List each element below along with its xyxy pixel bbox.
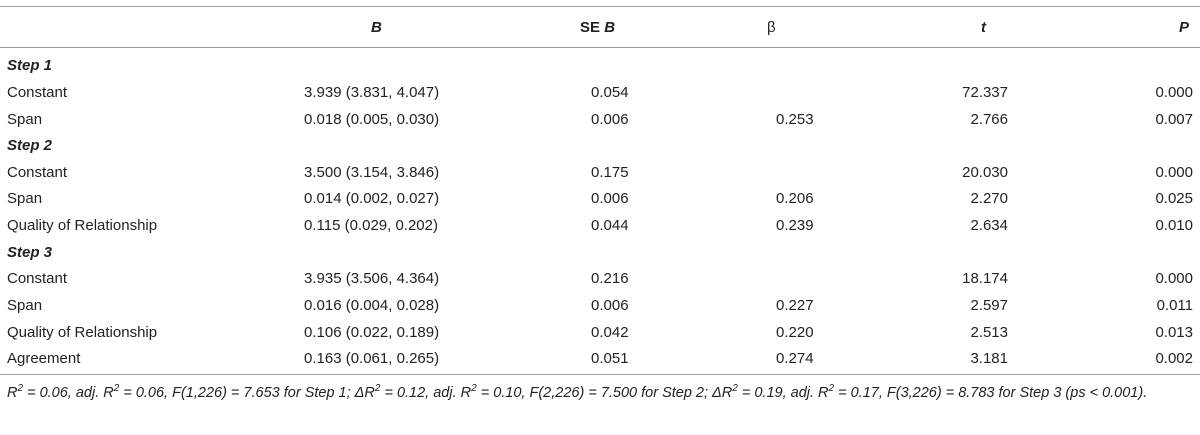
cell-beta: 0.206 bbox=[776, 190, 814, 207]
cell-b: 3.935 (3.506, 4.364) bbox=[304, 270, 440, 287]
row-label: Quality of Relationship bbox=[7, 217, 158, 234]
cell-p: 0.013 bbox=[1155, 324, 1193, 341]
step-label: Step 1 bbox=[7, 57, 53, 74]
cell-b: 0.115 (0.029, 0.202) bbox=[304, 217, 438, 234]
cell-se: 0.054 bbox=[591, 84, 629, 101]
table-row: Span 0.018 (0.005, 0.030) 0.006 0.253 2.… bbox=[0, 107, 1200, 133]
cell-se: 0.006 bbox=[591, 190, 629, 207]
column-header-se-b: SE B bbox=[580, 19, 616, 36]
cell-p: 0.011 bbox=[1156, 297, 1193, 314]
cell-p: 0.010 bbox=[1155, 217, 1193, 234]
cell-b: 3.939 (3.831, 4.047) bbox=[304, 84, 440, 101]
table-row: Span 0.014 (0.002, 0.027) 0.006 0.206 2.… bbox=[0, 186, 1200, 212]
cell-se: 0.006 bbox=[591, 111, 629, 128]
column-header-t: t bbox=[981, 19, 986, 36]
cell-t: 72.337 bbox=[962, 84, 1008, 101]
row-label: Constant bbox=[7, 164, 68, 181]
cell-b: 3.500 (3.154, 3.846) bbox=[304, 164, 440, 181]
cell-b: 0.163 (0.061, 0.265) bbox=[304, 350, 440, 367]
cell-beta: 0.227 bbox=[776, 297, 814, 314]
cell-t: 2.513 bbox=[970, 324, 1008, 341]
cell-p: 0.000 bbox=[1155, 270, 1193, 287]
table-footnote: R2 = 0.06, adj. R2 = 0.06, F(1,226) = 7.… bbox=[7, 383, 1148, 401]
step-label: Step 2 bbox=[7, 137, 53, 154]
table-row: Quality of Relationship 0.106 (0.022, 0.… bbox=[0, 320, 1200, 346]
step-heading-row: Step 2 bbox=[0, 133, 1200, 159]
table-row: Span 0.016 (0.004, 0.028) 0.006 0.227 2.… bbox=[0, 293, 1200, 319]
cell-b: 0.014 (0.002, 0.027) bbox=[304, 190, 440, 207]
row-label: Span bbox=[7, 297, 43, 314]
row-label: Quality of Relationship bbox=[7, 324, 158, 341]
cell-t: 20.030 bbox=[962, 164, 1008, 181]
cell-beta: 0.220 bbox=[776, 324, 814, 341]
cell-b: 0.018 (0.005, 0.030) bbox=[304, 111, 440, 128]
cell-se: 0.006 bbox=[591, 297, 629, 314]
table-row: Quality of Relationship 0.115 (0.029, 0.… bbox=[0, 213, 1200, 239]
cell-se: 0.216 bbox=[591, 270, 629, 287]
cell-p: 0.000 bbox=[1155, 84, 1193, 101]
cell-t: 2.270 bbox=[970, 190, 1008, 207]
cell-t: 18.174 bbox=[962, 270, 1008, 287]
row-label: Agreement bbox=[7, 350, 81, 367]
cell-se: 0.042 bbox=[591, 324, 629, 341]
column-header-p: P bbox=[1179, 19, 1190, 36]
cell-b: 0.016 (0.004, 0.028) bbox=[304, 297, 440, 314]
cell-p: 0.007 bbox=[1155, 111, 1193, 128]
table-row: Constant 3.500 (3.154, 3.846) 0.175 20.0… bbox=[0, 160, 1200, 186]
step-heading-row: Step 1 bbox=[0, 53, 1200, 79]
cell-se: 0.175 bbox=[591, 164, 629, 181]
table-top-rule bbox=[0, 6, 1200, 7]
cell-b: 0.106 (0.022, 0.189) bbox=[304, 324, 440, 341]
table-header-rule bbox=[0, 47, 1200, 48]
cell-p: 0.002 bbox=[1155, 350, 1193, 367]
cell-se: 0.044 bbox=[591, 217, 629, 234]
cell-t: 2.597 bbox=[970, 297, 1008, 314]
row-label: Span bbox=[7, 111, 43, 128]
cell-beta: 0.253 bbox=[776, 111, 814, 128]
table-bottom-rule bbox=[0, 374, 1200, 375]
cell-beta: 0.239 bbox=[776, 217, 814, 234]
cell-t: 2.634 bbox=[970, 217, 1008, 234]
cell-t: 3.181 bbox=[970, 350, 1008, 367]
cell-beta: 0.274 bbox=[776, 350, 814, 367]
step-heading-row: Step 3 bbox=[0, 240, 1200, 266]
cell-p: 0.000 bbox=[1155, 164, 1193, 181]
column-header-beta: β bbox=[767, 19, 776, 36]
step-label: Step 3 bbox=[7, 244, 53, 261]
cell-t: 2.766 bbox=[970, 111, 1008, 128]
table-row: Constant 3.939 (3.831, 4.047) 0.054 72.3… bbox=[0, 80, 1200, 106]
cell-p: 0.025 bbox=[1155, 190, 1193, 207]
table-row: Agreement 0.163 (0.061, 0.265) 0.051 0.2… bbox=[0, 346, 1200, 372]
row-label: Span bbox=[7, 190, 43, 207]
row-label: Constant bbox=[7, 270, 68, 287]
column-header-b: B bbox=[371, 19, 382, 36]
row-label: Constant bbox=[7, 84, 68, 101]
cell-se: 0.051 bbox=[591, 350, 629, 367]
table-row: Constant 3.935 (3.506, 4.364) 0.216 18.1… bbox=[0, 266, 1200, 292]
